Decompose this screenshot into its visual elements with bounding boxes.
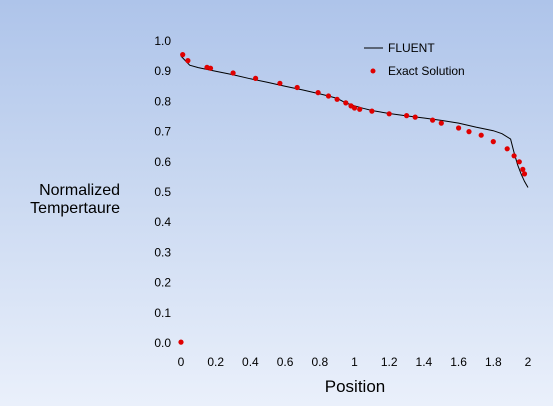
- data-point-exact-solution: [343, 100, 349, 106]
- x-tick-label: 1.6: [450, 355, 467, 369]
- data-point-exact-solution: [351, 105, 358, 111]
- plot-area: [178, 52, 529, 345]
- y-tick-label: 0.2: [154, 276, 171, 290]
- data-point-exact-solution: [325, 93, 332, 99]
- y-tick-label: 0.3: [154, 245, 171, 259]
- y-tick-label: 0.4: [154, 215, 171, 229]
- x-tick-label: 0: [178, 355, 185, 369]
- y-tick-label: 0.7: [154, 125, 171, 139]
- x-tick-label: 1: [351, 355, 358, 369]
- data-point-exact-solution: [357, 106, 363, 112]
- x-tick-label: 2: [525, 355, 532, 369]
- x-tick-label: 1.4: [416, 355, 433, 369]
- data-point-exact-solution: [511, 153, 517, 159]
- data-point-exact-solution: [516, 159, 522, 165]
- y-tick-label: 0.8: [154, 94, 171, 108]
- y-tick-label: 0.1: [154, 306, 171, 320]
- data-point-exact-solution: [180, 52, 186, 58]
- y-tick-label: 1.0: [154, 34, 171, 48]
- y-tick-label: 0.0: [154, 336, 171, 350]
- data-point-exact-solution: [369, 108, 375, 114]
- legend-label-exact-solution: Exact Solution: [388, 64, 465, 78]
- data-point-exact-solution: [412, 114, 418, 120]
- series-line-fluent: [180, 55, 529, 188]
- data-point-exact-solution: [456, 125, 462, 131]
- legend-label-fluent: FLUENT: [388, 41, 435, 55]
- x-tick-label: 1.2: [381, 355, 398, 369]
- y-tick-label: 0.9: [154, 64, 171, 78]
- y-axis-label-line-1: Normalized: [39, 182, 120, 199]
- data-point-exact-solution: [404, 113, 410, 119]
- data-point-exact-solution: [386, 111, 392, 117]
- data-point-exact-solution: [253, 75, 259, 81]
- data-point-exact-solution: [185, 58, 191, 64]
- data-point-exact-solution: [430, 117, 436, 123]
- x-tick-label: 1.8: [485, 355, 502, 369]
- x-tick-label: 0.6: [277, 355, 294, 369]
- x-tick-label: 0.8: [311, 355, 328, 369]
- y-tick-label: 0.5: [154, 185, 171, 199]
- data-point-exact-solution: [277, 80, 283, 86]
- y-tick-label: 0.6: [154, 155, 171, 169]
- legend-swatch-exact-solution: [370, 68, 376, 74]
- data-point-exact-solution: [315, 90, 321, 96]
- legend: FLUENT Exact Solution: [364, 41, 465, 78]
- data-point-exact-solution: [478, 132, 484, 138]
- data-point-exact-solution: [230, 70, 236, 76]
- data-point-exact-solution: [178, 339, 184, 345]
- x-tick-label: 0.4: [242, 355, 259, 369]
- data-point-exact-solution: [504, 146, 510, 152]
- y-axis-label-line-2: Tempertaure: [30, 200, 120, 217]
- x-tick-label: 0.2: [207, 355, 224, 369]
- axes: 0 0.2 0.4 0.6 0.8 1 1.2 1.4 1.6 1.8 2 0.0 0.1 0.2 0.3 0…: [154, 34, 531, 369]
- data-point-exact-solution: [466, 129, 472, 135]
- data-point-exact-solution: [207, 65, 214, 71]
- data-point-exact-solution: [520, 166, 526, 172]
- x-axis-label: Position: [325, 377, 385, 396]
- data-point-exact-solution: [438, 120, 444, 126]
- data-point-exact-solution: [490, 139, 496, 145]
- data-point-exact-solution: [334, 96, 340, 102]
- data-point-exact-solution: [294, 84, 300, 91]
- data-point-exact-solution: [521, 171, 528, 177]
